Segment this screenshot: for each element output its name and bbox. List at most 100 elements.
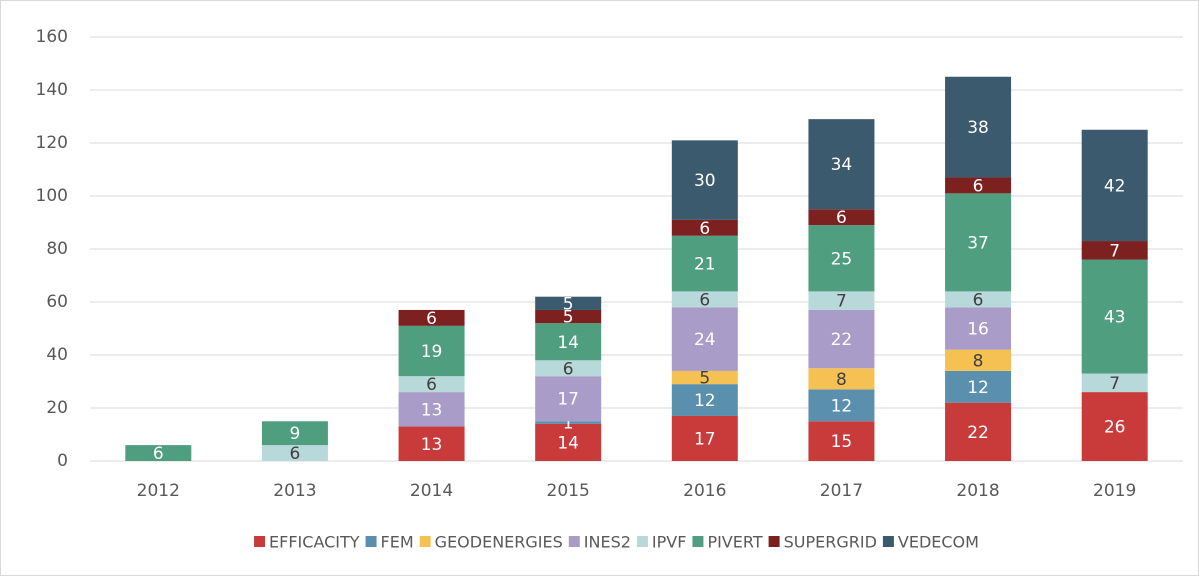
legend-label: EFFICACITY xyxy=(269,533,360,552)
bar-segment xyxy=(808,368,875,390)
legend-swatch xyxy=(568,536,580,547)
value-label: 7 xyxy=(836,292,847,312)
bar-segment xyxy=(945,402,1012,461)
bar-segment xyxy=(261,445,328,461)
bar-segment xyxy=(1081,241,1148,260)
value-label: 30 xyxy=(694,171,716,191)
bar-segment xyxy=(398,309,465,326)
bar-segment xyxy=(671,370,738,385)
value-label: 43 xyxy=(1104,308,1126,328)
value-label: 21 xyxy=(694,255,716,275)
bar-segment xyxy=(945,177,1012,194)
bar-segment xyxy=(535,323,602,361)
x-tick-label: 2019 xyxy=(1093,481,1136,501)
bar-segment xyxy=(671,219,738,236)
value-label: 42 xyxy=(1104,176,1126,196)
value-label: 6 xyxy=(699,219,710,239)
value-label: 34 xyxy=(831,155,853,175)
bar-segment xyxy=(945,349,1012,371)
value-label: 7 xyxy=(1109,241,1120,261)
value-label: 22 xyxy=(831,330,853,350)
value-label: 12 xyxy=(831,396,853,416)
value-label: 38 xyxy=(967,118,989,138)
value-label: 6 xyxy=(973,290,984,310)
value-label: 24 xyxy=(694,330,716,350)
legend-swatch xyxy=(636,536,648,547)
bar-segment xyxy=(535,309,602,324)
legend-swatch xyxy=(365,536,377,547)
legend-swatch xyxy=(768,536,780,547)
value-label: 6 xyxy=(973,176,984,196)
value-label: 26 xyxy=(1104,418,1126,438)
y-tick-label: 160 xyxy=(36,27,68,47)
legend-label: SUPERGRID xyxy=(784,533,877,552)
bar-segment xyxy=(671,415,738,461)
value-label: 6 xyxy=(836,208,847,228)
value-label: 25 xyxy=(831,249,853,269)
value-label: 1 xyxy=(563,414,574,434)
legend-label: PIVERT xyxy=(707,533,762,552)
value-label: 9 xyxy=(290,424,301,444)
value-label: 5 xyxy=(563,308,574,328)
legend-swatch xyxy=(882,536,894,547)
bar-segment xyxy=(945,193,1012,292)
bar-segment xyxy=(808,209,875,226)
bar-segment xyxy=(535,296,602,310)
value-label: 15 xyxy=(831,432,853,452)
bar-segment xyxy=(398,426,465,461)
bar-segment xyxy=(535,423,602,461)
value-label: 6 xyxy=(290,444,301,464)
x-tick-label: 2012 xyxy=(137,481,180,501)
bar-segment xyxy=(535,421,602,424)
value-label: 12 xyxy=(967,378,989,398)
bar-segment xyxy=(671,291,738,308)
y-tick-label: 100 xyxy=(36,186,68,206)
bar-segment xyxy=(808,421,875,461)
value-label: 8 xyxy=(973,351,984,371)
value-label: 37 xyxy=(967,233,989,253)
bar-segment xyxy=(1081,129,1148,242)
bar-segment xyxy=(945,291,1012,308)
legend-label: VEDECOM xyxy=(898,533,979,552)
bar-segment xyxy=(671,307,738,371)
legend-swatch xyxy=(692,536,704,547)
bar-segment xyxy=(671,384,738,416)
y-tick-label: 60 xyxy=(46,292,68,312)
value-label: 6 xyxy=(426,375,437,395)
value-label: 12 xyxy=(694,391,716,411)
bar-segment xyxy=(671,235,738,292)
y-tick-label: 140 xyxy=(36,80,68,100)
value-label: 13 xyxy=(421,435,443,455)
bar-segment xyxy=(671,140,738,220)
bar-segment xyxy=(535,360,602,377)
legend-swatch xyxy=(419,536,431,547)
x-tick-label: 2014 xyxy=(410,481,453,501)
bar-segment xyxy=(261,421,328,446)
legend-label: IPVF xyxy=(652,533,687,552)
bar-segment xyxy=(945,76,1012,178)
value-label: 13 xyxy=(421,400,443,420)
x-tick-label: 2015 xyxy=(547,481,590,501)
bar-segment xyxy=(808,389,875,422)
value-label: 6 xyxy=(563,359,574,379)
legend-label: INES2 xyxy=(584,533,631,552)
value-label: 6 xyxy=(153,444,164,464)
bar-segment xyxy=(398,325,465,377)
bar-segment xyxy=(808,119,875,210)
value-label: 17 xyxy=(694,429,716,449)
bar-segment xyxy=(535,376,602,422)
y-tick-label: 40 xyxy=(46,345,68,365)
value-label: 8 xyxy=(836,370,847,390)
bar-segment xyxy=(945,370,1012,403)
value-label: 19 xyxy=(421,342,443,362)
value-label: 5 xyxy=(699,369,710,389)
value-label: 17 xyxy=(557,390,579,410)
bar-segment xyxy=(1081,373,1148,393)
value-label: 6 xyxy=(699,290,710,310)
bar-segment xyxy=(808,225,875,292)
x-tick-label: 2018 xyxy=(956,481,999,501)
bar-segment xyxy=(125,445,192,461)
y-tick-label: 0 xyxy=(57,451,68,471)
